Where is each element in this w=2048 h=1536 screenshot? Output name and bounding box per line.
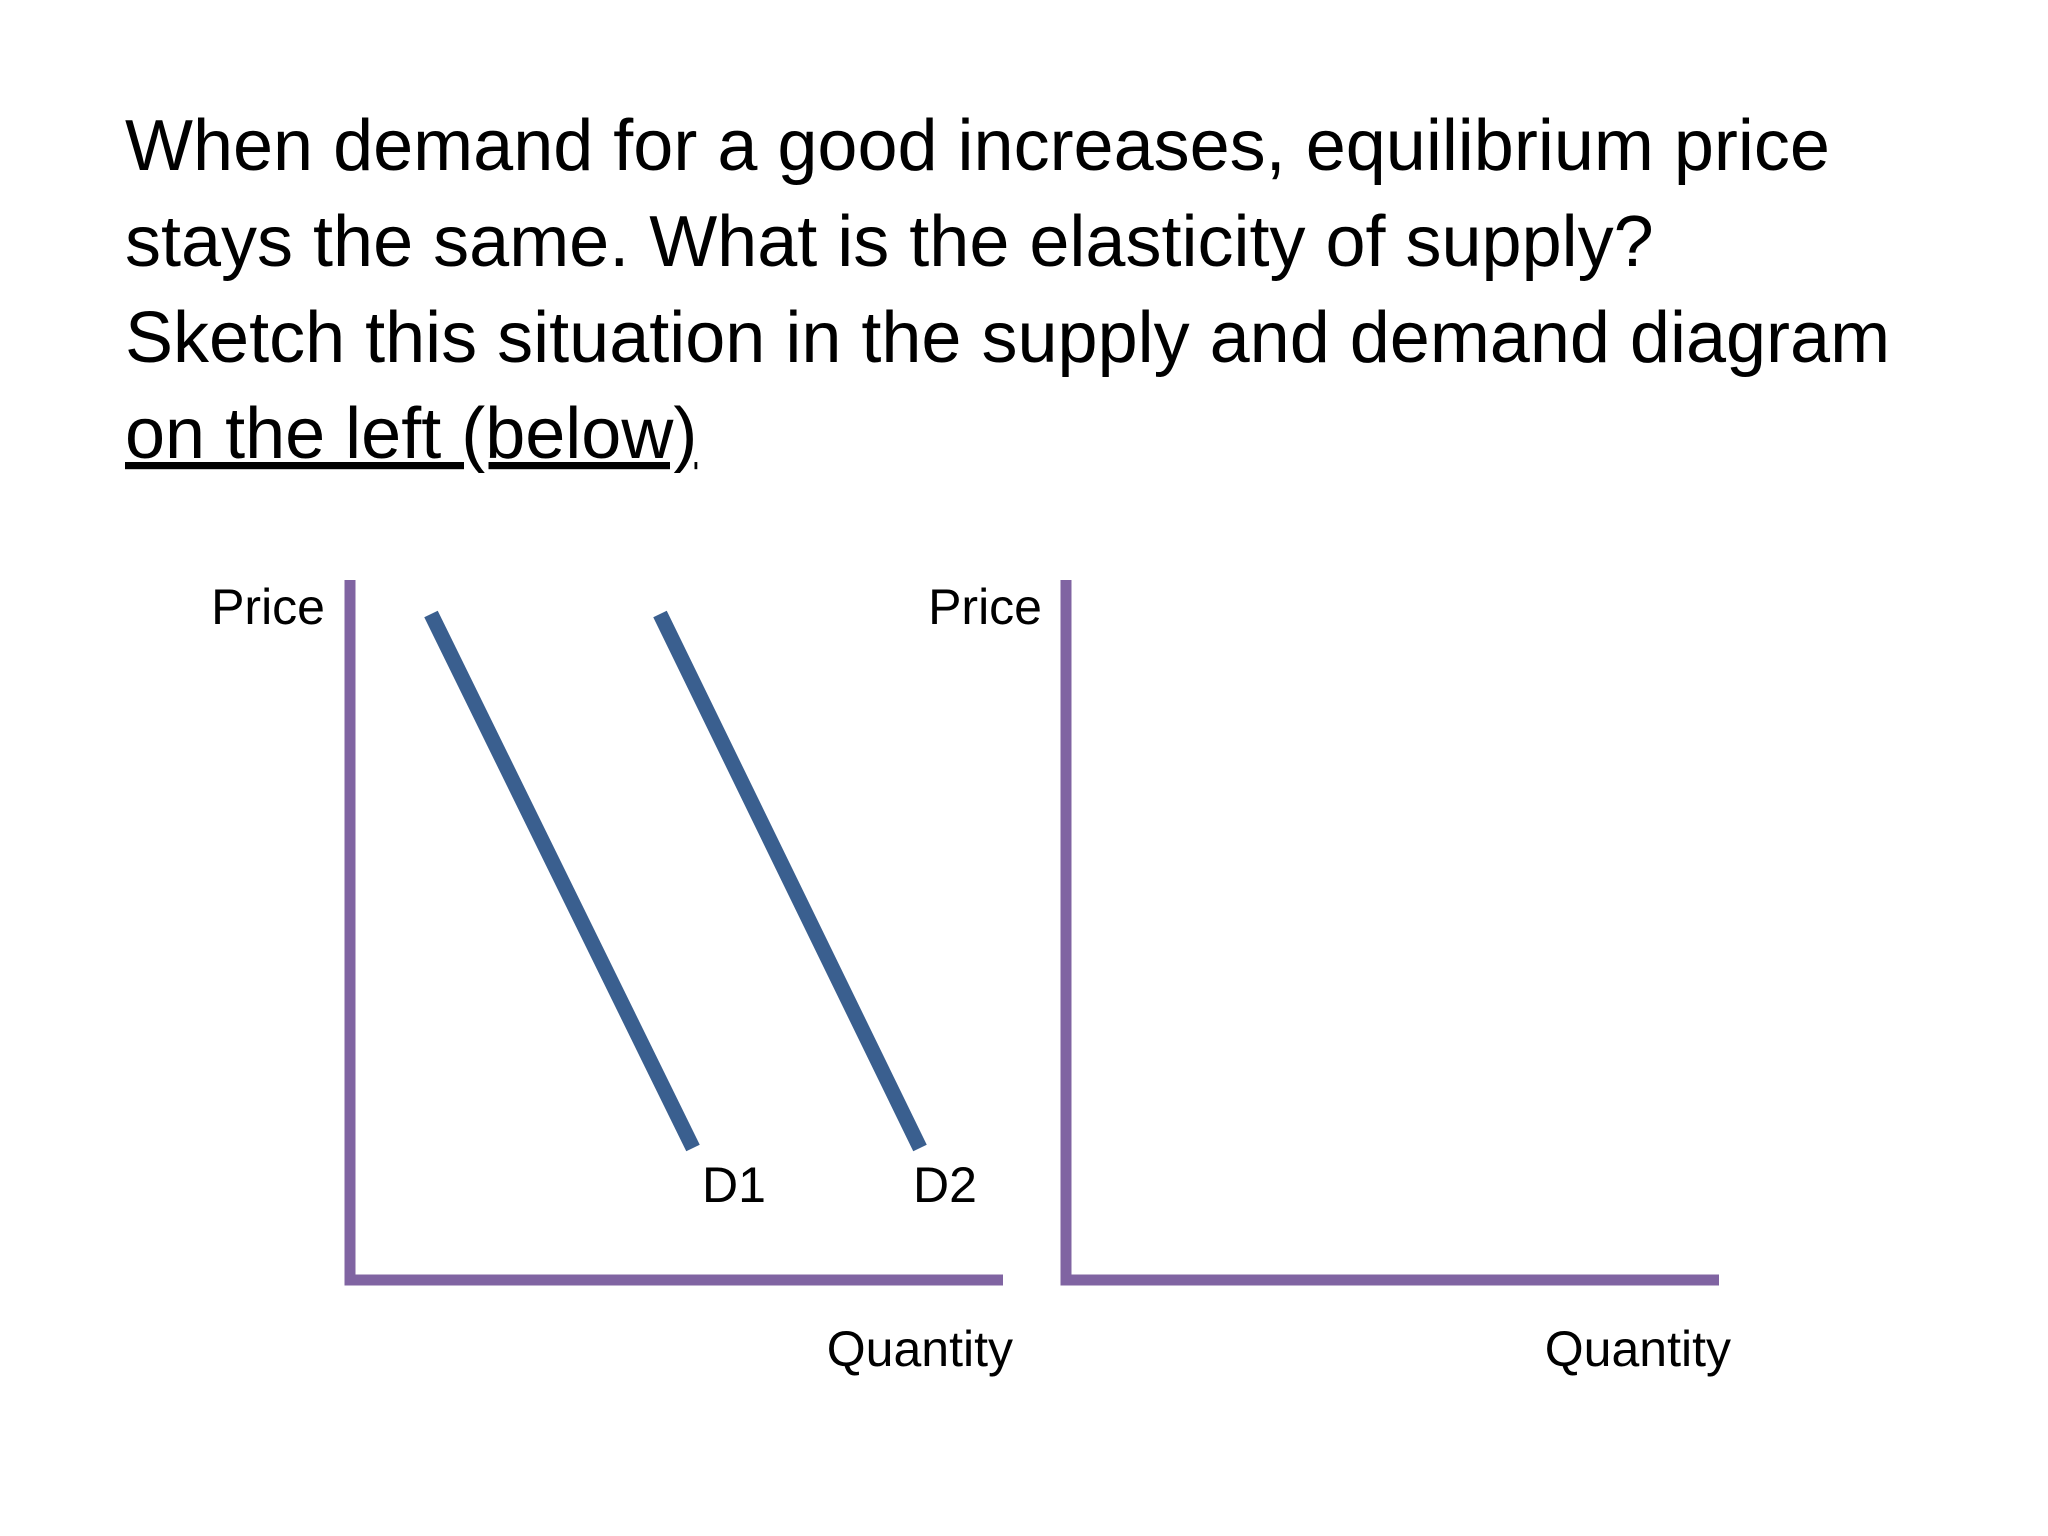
demand-curve — [424, 610, 700, 1152]
x-axis-label: Quantity — [1545, 1321, 1731, 1377]
curve-label: D2 — [913, 1157, 977, 1213]
demand-curve — [653, 610, 927, 1152]
axes — [1060, 580, 1719, 1286]
question-line: Sketch this situation in the supply and … — [125, 298, 1890, 378]
axes — [344, 580, 1003, 1286]
right-diagram: Price Quantity — [928, 579, 1731, 1377]
curve-label: D1 — [702, 1157, 766, 1213]
left-diagram: Price Quantity D1 D2 — [211, 579, 1013, 1377]
y-axis-label: Price — [928, 579, 1042, 635]
question-underlined: on the left (below) — [125, 394, 697, 474]
question-line: stays the same. What is the elasticity o… — [125, 202, 1654, 282]
question-line: When demand for a good increases, equili… — [125, 106, 1830, 186]
y-axis-label: Price — [211, 579, 325, 635]
x-axis-label: Quantity — [827, 1321, 1013, 1377]
